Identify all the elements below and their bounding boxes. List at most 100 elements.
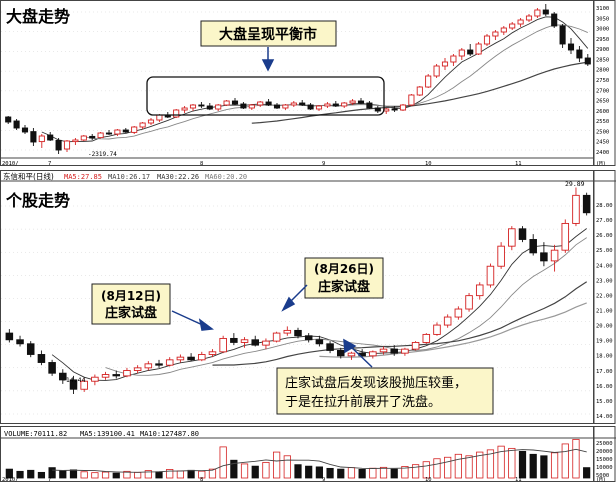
stock-candle-body bbox=[326, 343, 334, 351]
annotation-aug26-text: 庄家试盘 bbox=[318, 279, 370, 295]
volume-y-tick-label: 15000 bbox=[596, 457, 613, 463]
stock-candle bbox=[5, 329, 14, 343]
volume-y-tick-label: 20000 bbox=[596, 449, 613, 455]
volume-x-tick-label: 8 bbox=[200, 477, 203, 482]
market-candle-body bbox=[97, 132, 104, 139]
stock-candle bbox=[80, 378, 88, 392]
stock-candle-body bbox=[465, 295, 473, 310]
volume-bar bbox=[262, 462, 270, 479]
stock-candle-body bbox=[572, 194, 580, 224]
volume-bar bbox=[497, 445, 505, 479]
stock-candle-body bbox=[16, 339, 24, 345]
market-candle-body bbox=[114, 129, 121, 135]
market-x-tick-label: 10 bbox=[425, 161, 432, 167]
volume-bar bbox=[27, 469, 35, 479]
market-candle bbox=[391, 106, 398, 112]
market-candle bbox=[299, 100, 306, 106]
volume-bar bbox=[326, 467, 334, 479]
market-candle bbox=[458, 48, 465, 60]
market-candle-body bbox=[509, 23, 516, 29]
market-candle-body bbox=[131, 126, 138, 133]
volume-bar bbox=[315, 466, 323, 479]
market-candle bbox=[248, 104, 255, 110]
market-candle bbox=[483, 34, 491, 46]
market-candle bbox=[231, 98, 239, 105]
stock-candle-body bbox=[80, 380, 88, 390]
market-candle-body bbox=[80, 135, 87, 141]
stock-candle bbox=[550, 244, 559, 272]
market-candle-body bbox=[189, 104, 197, 109]
market-candle-body bbox=[139, 122, 146, 128]
market-candle-body bbox=[47, 134, 54, 141]
market-x-ticks: 2010/7 8 9 10 11 (M) bbox=[2, 161, 606, 167]
market-candle-body bbox=[156, 114, 163, 121]
market-candle-body bbox=[475, 43, 482, 55]
volume-bar bbox=[123, 470, 131, 479]
stock-candle-body bbox=[336, 350, 345, 357]
volume-bar bbox=[518, 450, 527, 479]
volume-bar bbox=[251, 465, 259, 479]
market-x-tick-label: 9 bbox=[322, 161, 325, 167]
stock-candle-body bbox=[443, 316, 452, 326]
market-candle bbox=[576, 46, 583, 62]
market-y-tick-label: 3100 bbox=[596, 6, 609, 12]
volume-bar bbox=[390, 468, 398, 479]
stock-candle bbox=[144, 361, 153, 371]
stock-candle-body bbox=[240, 339, 249, 343]
stock-candle-body bbox=[518, 228, 527, 240]
stock-candle bbox=[369, 350, 377, 359]
stock-candle bbox=[26, 341, 35, 358]
stock-candle-body bbox=[422, 333, 431, 343]
market-candle-body bbox=[315, 105, 323, 110]
market-low-marker: -2319.74 bbox=[88, 151, 117, 158]
stock-y-tick-label: 23.00 bbox=[596, 278, 613, 284]
market-candle-body bbox=[89, 135, 96, 139]
market-candle-body bbox=[391, 108, 398, 111]
stock-y-tick-label: 21.00 bbox=[596, 309, 613, 315]
stock-ma60-legend: MA60:20.20 bbox=[205, 173, 247, 181]
volume-bar bbox=[550, 452, 559, 479]
market-y-tick-label: 2800 bbox=[596, 68, 609, 74]
market-candle bbox=[332, 101, 339, 107]
market-candle-body bbox=[63, 140, 71, 150]
stock-candle-body bbox=[176, 356, 185, 361]
volume-bar bbox=[305, 465, 313, 479]
volume-bar bbox=[69, 469, 78, 479]
market-y-tick-label: 3050 bbox=[596, 16, 609, 22]
volume-x-tick-label: 10 bbox=[425, 477, 432, 482]
market-candle-body bbox=[72, 139, 79, 143]
stock-candle-body bbox=[294, 329, 302, 337]
annotation-aug12-text: 庄家试盘 bbox=[105, 305, 157, 321]
market-candle bbox=[307, 103, 314, 110]
market-candle bbox=[131, 126, 138, 134]
market-candle-body bbox=[122, 129, 129, 133]
volume-bar bbox=[401, 466, 409, 479]
market-candle-body bbox=[240, 103, 247, 109]
volume-bar bbox=[444, 456, 452, 479]
stock-candle-body bbox=[262, 340, 270, 346]
market-candle bbox=[551, 12, 558, 28]
market-candle-body bbox=[517, 19, 524, 25]
volume-bar bbox=[422, 461, 430, 479]
market-candle-body bbox=[173, 109, 180, 118]
stock-candle bbox=[262, 338, 270, 350]
stock-candle-body bbox=[550, 249, 559, 262]
market-candle bbox=[433, 64, 440, 78]
market-candle-body bbox=[433, 65, 440, 77]
market-candle bbox=[425, 74, 432, 88]
stock-candle-body bbox=[144, 363, 153, 369]
market-candle-body bbox=[408, 94, 415, 106]
stock-candle-body bbox=[219, 337, 227, 353]
annotation-aug12-box bbox=[91, 283, 171, 325]
stock-candle bbox=[123, 367, 131, 378]
market-candle bbox=[122, 128, 129, 133]
stock-candle-body bbox=[59, 372, 67, 381]
market-y-tick-label: 2450 bbox=[596, 140, 609, 146]
market-candle-body bbox=[458, 49, 465, 57]
volume-y-ticks: 25000 20000 15000 10000 5000 bbox=[596, 441, 613, 479]
stock-candle bbox=[518, 226, 527, 243]
market-candle-body bbox=[534, 9, 541, 17]
market-y-ticks: 3100 3050 3000 2950 2900 2850 2800 2750 2700 2650… bbox=[596, 6, 609, 156]
stock-candle-body bbox=[369, 351, 377, 357]
stock-candle-body bbox=[390, 348, 398, 354]
